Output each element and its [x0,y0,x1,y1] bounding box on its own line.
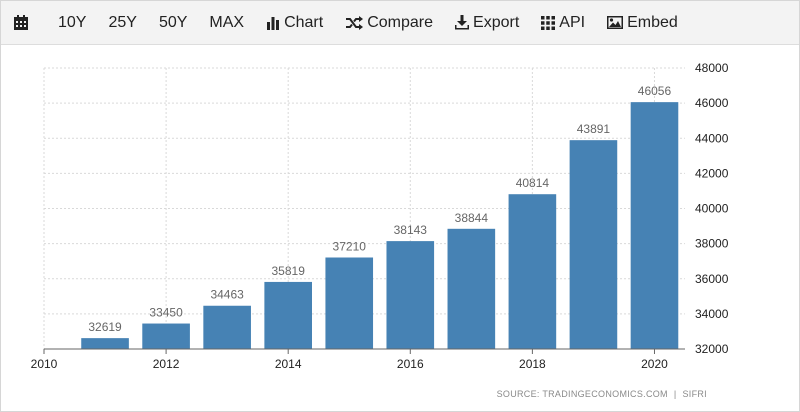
source-label: SOURCE: TRADINGECONOMICS.COM [496,389,668,399]
source-note: SOURCE: TRADINGECONOMICS.COM | SIFRI [497,389,707,399]
bar-value-label: 38844 [455,211,489,225]
bar-value-label: 32619 [88,320,122,334]
chart-area: 32619 33450 34463 35819 37210 38143 38844 40814… [1,45,799,411]
grid-icon [541,15,556,30]
y-tick-label: 34000 [695,307,729,321]
shuffle-icon [345,15,364,30]
bar[interactable] [447,228,496,349]
y-tick-label: 38000 [695,237,729,251]
export-button[interactable]: Export [444,1,530,45]
bar-chart-icon [266,16,280,30]
y-tick-label: 48000 [695,61,729,75]
bar-value-label: 37210 [333,239,367,253]
bar[interactable] [203,305,251,349]
export-button-label: Export [473,13,520,31]
y-tick-label: 32000 [695,342,729,356]
image-icon [607,16,624,29]
embed-button-label: Embed [627,13,678,31]
bar-value-label: 40814 [516,176,550,190]
bar-value-label: 46056 [638,84,672,98]
x-tick-label: 2014 [275,357,302,371]
download-icon [455,15,470,30]
api-button[interactable]: API [530,1,596,45]
toolbar: 10Y 25Y 50Y MAX Chart [1,1,799,45]
bars-layer [81,102,679,349]
bar[interactable] [264,281,312,349]
range-10y-button[interactable]: 10Y [58,13,87,31]
bar[interactable] [325,257,374,349]
source-provider: SIFRI [682,389,707,399]
api-button-label: API [559,13,586,31]
range-max-button[interactable]: MAX [209,13,245,31]
x-tick-label: 2018 [519,357,546,371]
x-tick-label: 2016 [397,357,424,371]
range-50y-button[interactable]: 50Y [158,13,188,31]
bar[interactable] [630,102,679,349]
range-25y-button[interactable]: 25Y [108,13,137,31]
bar[interactable] [386,241,435,349]
bar[interactable] [81,338,129,349]
x-tick-label: 2010 [31,357,58,371]
y-tick-label: 36000 [695,272,729,286]
y-tick-label: 42000 [695,166,729,180]
x-tick-label: 2012 [153,357,180,371]
y-tick-label: 40000 [695,202,729,216]
bar-value-label: 43891 [577,122,611,136]
bar[interactable] [508,194,557,349]
compare-button-label: Compare [367,13,434,31]
bar-chart: 32619 33450 34463 35819 37210 38143 38844 40814… [31,61,729,371]
calendar-icon [13,14,29,31]
x-axis: 2010 2012 2014 2016 2018 2020 [31,348,685,371]
bar[interactable] [142,323,190,349]
bar-value-label: 33450 [149,306,183,320]
y-axis: 32000 34000 36000 38000 40000 42000 44000 46000… [695,61,729,356]
data-labels-layer: 32619 33450 34463 35819 37210 38143 38844 40814… [88,84,671,334]
chart-button[interactable]: Chart [255,1,334,45]
calendar-button[interactable] [13,1,47,45]
chart-button-label: Chart [284,13,324,31]
y-tick-label: 44000 [695,131,729,145]
compare-button[interactable]: Compare [334,1,444,45]
bar-value-label: 35819 [272,264,306,278]
bar-value-label: 34463 [210,288,244,302]
embed-button[interactable]: Embed [596,1,689,45]
bar-value-label: 38143 [394,223,428,237]
y-tick-label: 46000 [695,96,729,110]
x-tick-label: 2020 [641,357,668,371]
source-separator: | [673,389,677,399]
bar[interactable] [569,140,618,349]
